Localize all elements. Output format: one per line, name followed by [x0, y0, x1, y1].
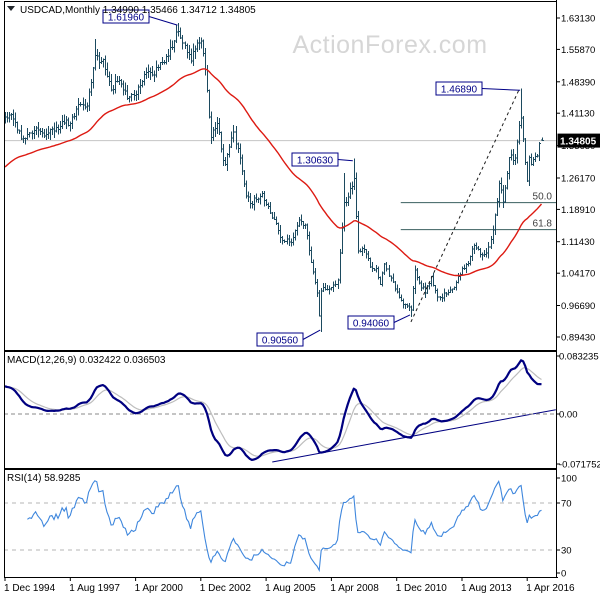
- rsi-pane[interactable]: [4, 470, 556, 577]
- fib-label-50.0: 50.0: [533, 192, 553, 203]
- annotation-label: 1.30630: [297, 156, 334, 167]
- price-scale[interactable]: [557, 0, 600, 578]
- annotation-label: 0.90560: [262, 336, 299, 347]
- symbol-ohlc-label: USDCAD,Monthly 1.34990 1.35466 1.34712 1…: [20, 5, 256, 16]
- annotation-label: 1.46890: [441, 85, 478, 96]
- rsi-label: RSI(14) 58.9285: [7, 473, 81, 484]
- macd-label: MACD(12,26,9) 0.032422 0.036503: [7, 355, 166, 366]
- annotation-label: 0.94060: [353, 319, 390, 330]
- time-scale[interactable]: [0, 578, 600, 600]
- chart-header: USDCAD,Monthly 1.34990 1.35466 1.34712 1…: [7, 5, 256, 16]
- main-chart-pane[interactable]: [4, 2, 556, 350]
- fib-label-61.8: 61.8: [533, 219, 553, 230]
